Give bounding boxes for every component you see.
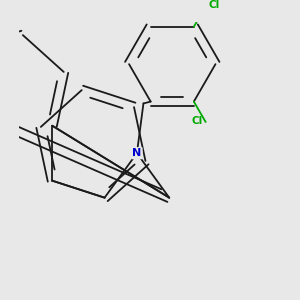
Text: Cl: Cl <box>208 0 220 10</box>
Text: N: N <box>132 148 142 158</box>
Text: Cl: Cl <box>192 116 203 126</box>
